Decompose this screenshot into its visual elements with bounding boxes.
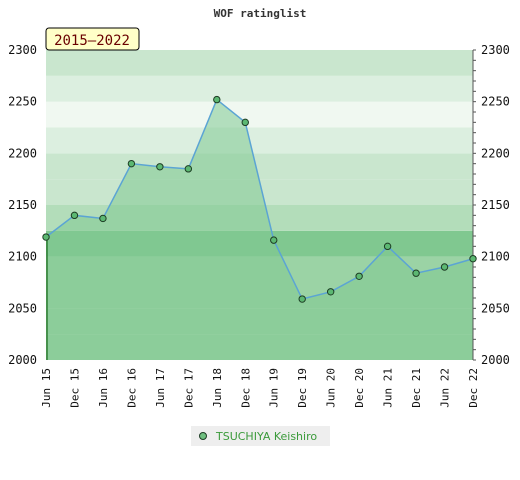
- x-tick-label: Jun 18: [211, 368, 224, 408]
- x-tick-label: Jun 16: [97, 368, 110, 408]
- band: [46, 127, 473, 154]
- data-point: [298, 295, 306, 303]
- series-line: [45, 98, 474, 300]
- data-point: [70, 211, 79, 220]
- x-tick-label: Jun 21: [382, 368, 395, 408]
- x-tick-label: Jun 20: [325, 368, 338, 408]
- area-fill: [46, 99, 473, 360]
- date-range-badge: 2015—2022: [45, 27, 140, 51]
- band: [46, 50, 473, 76]
- data-point: [241, 118, 249, 127]
- data-points: [42, 95, 477, 303]
- y-tick-label: 2150: [8, 198, 37, 212]
- y-tick-label-right: 2050: [481, 301, 510, 315]
- band: [46, 101, 473, 128]
- data-point: [440, 263, 449, 271]
- data-point: [156, 163, 164, 171]
- x-tick-label: Jun 15: [40, 368, 53, 408]
- data-point: [412, 269, 420, 277]
- right-y-axis: 2000 2050 2100 2150 2200 2250 2300: [472, 43, 510, 367]
- y-tick-label: 2100: [8, 250, 37, 264]
- y-tick-label: 2050: [8, 301, 37, 315]
- y-tick-label-right: 2200: [481, 146, 510, 160]
- data-point: [469, 255, 477, 263]
- band: [46, 153, 473, 180]
- y-tick-label: 2250: [8, 95, 37, 109]
- y-tick-label-right: 2300: [481, 43, 510, 57]
- y-tick-label-right: 2000: [481, 353, 510, 367]
- left-y-axis: 2000 2050 2100 2150 2200 2250 2300: [8, 43, 37, 367]
- data-point: [184, 165, 193, 173]
- x-axis: Jun 15 Dec 15 Jun 16 Dec 16 Jun 17 Dec 17 Jun …: [40, 368, 480, 408]
- x-tick-label: Dec 17: [182, 368, 195, 408]
- data-point: [270, 236, 278, 244]
- y-tick-label-right: 2100: [481, 250, 510, 264]
- data-point: [383, 242, 392, 251]
- date-range-label: 2015—2022: [54, 33, 130, 49]
- chart-title: WOF ratinglist: [214, 7, 307, 20]
- y-tick-label-right: 2250: [481, 95, 510, 109]
- data-point: [42, 233, 50, 241]
- legend-label: TSUCHIYA Keishiro: [216, 429, 318, 443]
- x-tick-label: Dec 18: [239, 368, 252, 408]
- data-point: [355, 272, 363, 280]
- x-tick-label: Jun 17: [154, 368, 167, 408]
- data-point: [99, 214, 107, 223]
- x-tick-label: Jun 19: [268, 368, 281, 408]
- x-tick-label: Dec 19: [296, 368, 309, 408]
- legend-marker-icon: [199, 432, 207, 440]
- y-tick-label: 2200: [8, 146, 37, 160]
- data-point: [326, 288, 335, 296]
- legend: TSUCHIYA Keishiro: [191, 426, 330, 446]
- x-tick-label: Dec 21: [410, 368, 423, 408]
- x-tick-label: Jun 22: [439, 368, 452, 408]
- x-tick-label: Dec 22: [467, 368, 480, 408]
- y-tick-label: 2300: [8, 43, 37, 57]
- rating-area: [45, 98, 474, 360]
- data-point: [127, 159, 136, 168]
- data-point: [213, 95, 221, 104]
- x-tick-label: Dec 16: [125, 368, 138, 408]
- y-tick-label: 2000: [8, 353, 37, 367]
- y-tick-label-right: 2150: [481, 198, 510, 212]
- x-tick-label: Dec 15: [68, 368, 81, 408]
- x-tick-label: Dec 20: [353, 368, 366, 408]
- band: [46, 75, 473, 102]
